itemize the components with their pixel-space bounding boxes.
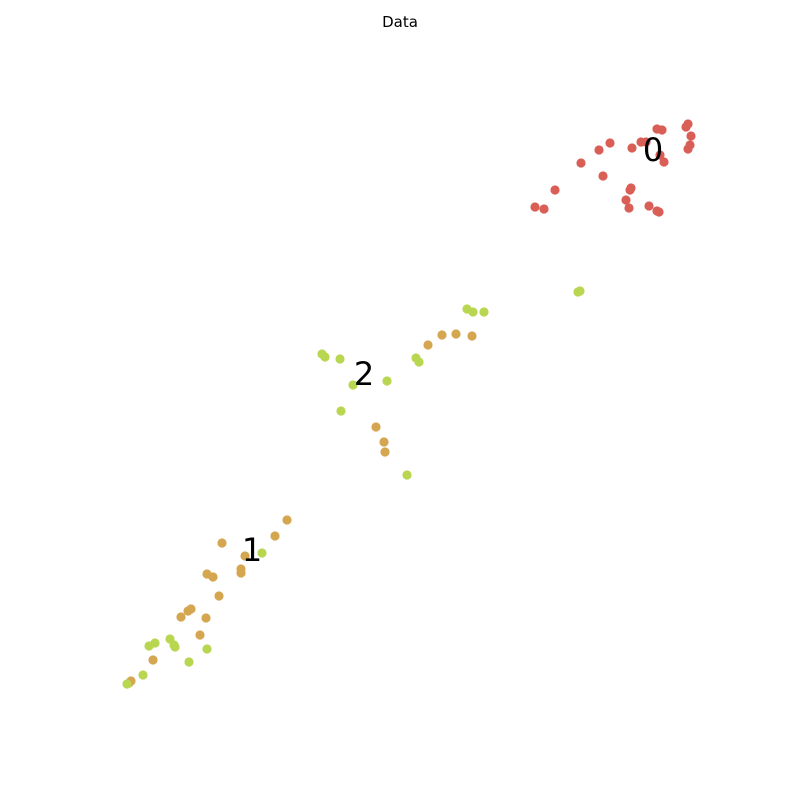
scatter-point xyxy=(467,331,477,341)
scatter-point xyxy=(627,143,637,153)
scatter-point xyxy=(644,201,654,211)
scatter-point xyxy=(594,145,604,155)
scatter-point xyxy=(379,437,389,447)
scatter-point xyxy=(217,538,227,548)
cluster-labels: 0 2 1 xyxy=(242,131,663,569)
scatter-point xyxy=(348,380,358,390)
scatter-point xyxy=(270,531,280,541)
scatter-point xyxy=(539,204,549,214)
scatter-point xyxy=(681,122,691,132)
scatter-point xyxy=(683,144,693,154)
scatter-point xyxy=(176,612,186,622)
scatter-point xyxy=(382,376,392,386)
scatter-point xyxy=(202,644,212,654)
scatter-point xyxy=(655,150,665,160)
scatter-point xyxy=(195,630,205,640)
scatter-point xyxy=(170,642,180,652)
scatter-point xyxy=(257,548,267,558)
scatter-point xyxy=(654,207,664,217)
scatter-point xyxy=(468,307,478,317)
scatter-point xyxy=(144,641,154,651)
scatter-point xyxy=(598,171,608,181)
chart-title: Data xyxy=(382,13,418,31)
scatter-point xyxy=(423,340,433,350)
scatter-point xyxy=(208,572,218,582)
cluster-label: 0 xyxy=(643,131,663,169)
scatter-point xyxy=(320,352,330,362)
scatter-point xyxy=(148,655,158,665)
scatter-point xyxy=(236,568,246,578)
scatter-point xyxy=(282,515,292,525)
scatter-point xyxy=(214,591,224,601)
cluster-label: 2 xyxy=(354,355,374,393)
cluster-label: 1 xyxy=(242,531,262,569)
scatter-point xyxy=(659,157,669,167)
scatter-point xyxy=(621,195,631,205)
scatter-point xyxy=(371,422,381,432)
scatter-point xyxy=(335,354,345,364)
scatter-point xyxy=(336,406,346,416)
scatter-point xyxy=(605,138,615,148)
scatter-point xyxy=(451,329,461,339)
scatter-point xyxy=(380,447,390,457)
scatter-point xyxy=(686,131,696,141)
points-layer xyxy=(122,119,696,689)
scatter-point xyxy=(624,203,634,213)
scatter-point xyxy=(550,185,560,195)
scatter-point xyxy=(575,286,585,296)
scatter-point xyxy=(402,470,412,480)
scatter-point xyxy=(138,670,148,680)
scatter-point xyxy=(641,137,651,147)
scatter-point xyxy=(184,657,194,667)
scatter-point xyxy=(240,551,250,561)
scatter-point xyxy=(576,158,586,168)
scatter-point xyxy=(183,606,193,616)
scatter-point xyxy=(479,307,489,317)
scatter-point xyxy=(414,357,424,367)
scatter-point xyxy=(625,185,635,195)
scatter-point xyxy=(657,125,667,135)
scatter-point xyxy=(530,202,540,212)
scatter-point xyxy=(122,679,132,689)
scatter-point xyxy=(201,613,211,623)
scatter-point xyxy=(437,330,447,340)
